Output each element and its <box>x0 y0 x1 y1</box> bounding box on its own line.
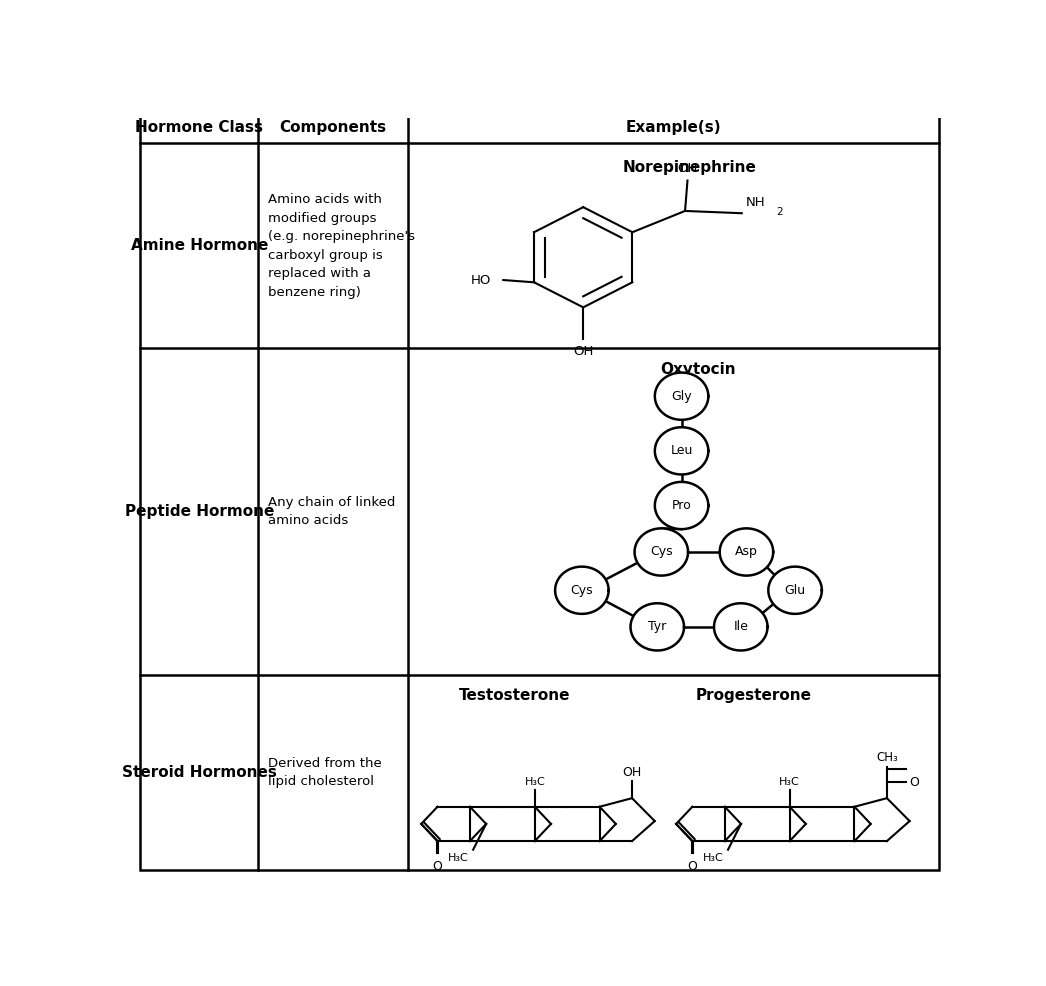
Polygon shape <box>635 528 688 576</box>
Text: Oxytocin: Oxytocin <box>660 362 735 377</box>
Text: NH: NH <box>746 196 766 209</box>
Text: H₃C: H₃C <box>524 777 545 787</box>
Text: O: O <box>687 860 698 874</box>
Text: OH: OH <box>622 766 641 780</box>
Text: Tyr: Tyr <box>649 620 666 633</box>
Text: CH₃: CH₃ <box>877 751 897 764</box>
Text: Progesterone: Progesterone <box>696 688 811 703</box>
Text: Pro: Pro <box>672 499 691 512</box>
Polygon shape <box>555 567 609 614</box>
Text: OH: OH <box>678 162 698 175</box>
Polygon shape <box>655 373 708 420</box>
Text: Asp: Asp <box>735 545 758 558</box>
Text: Cys: Cys <box>570 584 593 597</box>
Text: Amino acids with
modified groups
(e.g. norepinephrine's
carboxyl group is
replac: Amino acids with modified groups (e.g. n… <box>268 193 415 299</box>
Text: Derived from the
lipid cholesterol: Derived from the lipid cholesterol <box>268 756 382 788</box>
Text: Components: Components <box>279 119 387 134</box>
Text: Example(s): Example(s) <box>626 119 722 134</box>
Text: OH: OH <box>573 345 593 358</box>
Text: Any chain of linked
amino acids: Any chain of linked amino acids <box>268 496 395 528</box>
Text: Steroid Hormones: Steroid Hormones <box>121 765 277 780</box>
Text: Norepinephrine: Norepinephrine <box>622 160 756 176</box>
Polygon shape <box>714 603 768 651</box>
Text: H₃C: H₃C <box>703 854 724 864</box>
Polygon shape <box>631 603 684 651</box>
Polygon shape <box>655 427 708 474</box>
Text: H₃C: H₃C <box>449 854 469 864</box>
Text: 2: 2 <box>776 207 782 217</box>
Text: Ile: Ile <box>733 620 748 633</box>
Text: Peptide Hormone: Peptide Hormone <box>124 504 274 519</box>
Text: O: O <box>909 776 918 789</box>
Text: Hormone Class: Hormone Class <box>135 119 264 134</box>
Text: O: O <box>433 860 442 874</box>
Text: H₃C: H₃C <box>779 777 800 787</box>
Polygon shape <box>655 482 708 529</box>
Polygon shape <box>769 567 822 614</box>
Text: Glu: Glu <box>784 584 805 597</box>
Text: HO: HO <box>471 273 492 287</box>
Text: Amine Hormone: Amine Hormone <box>131 239 268 253</box>
Text: Cys: Cys <box>650 545 673 558</box>
Polygon shape <box>720 528 773 576</box>
Text: Leu: Leu <box>670 445 692 458</box>
Text: Gly: Gly <box>672 389 691 402</box>
Text: Testosterone: Testosterone <box>458 688 570 703</box>
